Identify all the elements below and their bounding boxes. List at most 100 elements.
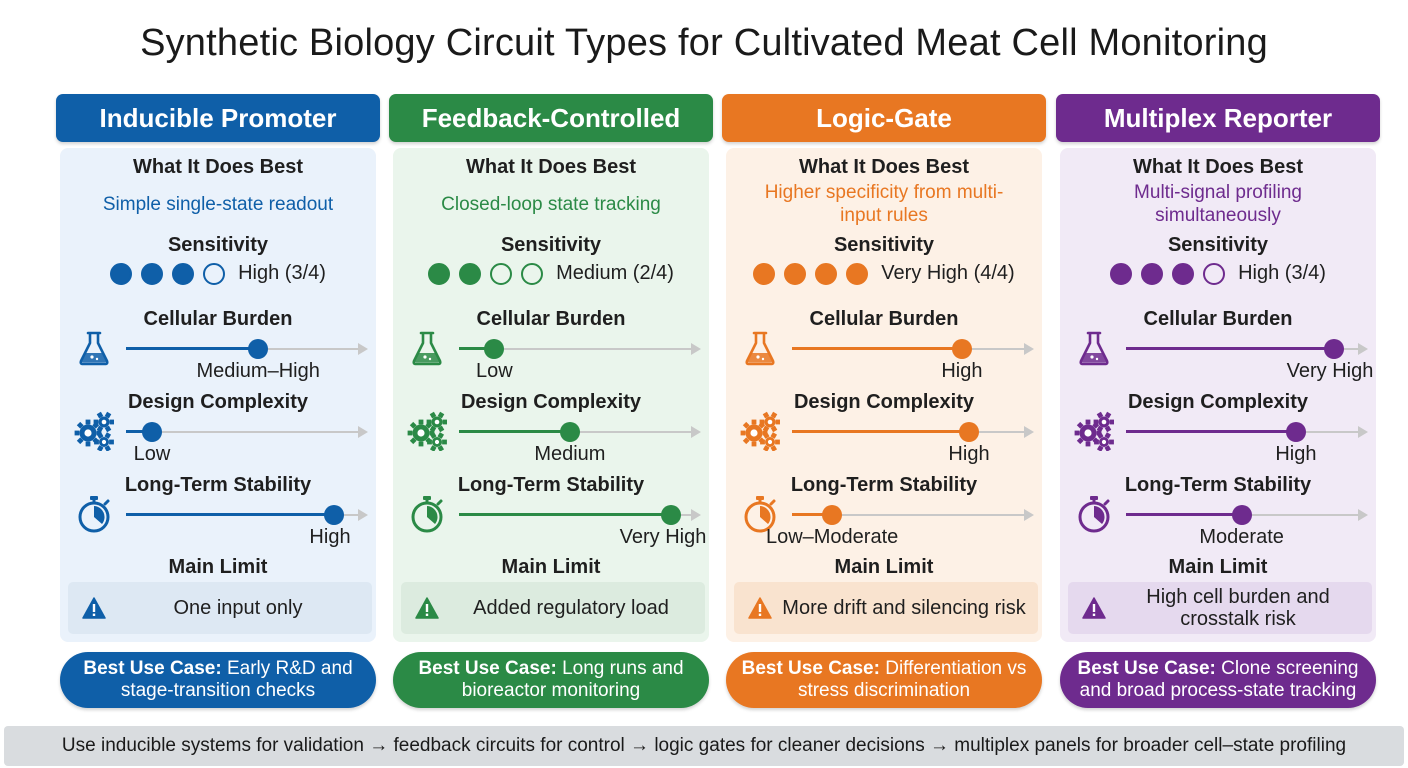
meter-fill <box>459 513 672 516</box>
sensitivity-dot-empty <box>490 262 513 285</box>
stability-meter <box>792 505 1034 525</box>
burden-meter <box>792 339 1034 359</box>
burden-value: Very High <box>1286 360 1374 382</box>
meter-arrow <box>1358 509 1368 521</box>
gears-icon <box>1074 411 1115 452</box>
meter-track <box>792 514 1028 516</box>
complexity-meter <box>459 422 701 442</box>
burden-label: Cellular Burden <box>809 308 959 330</box>
sensitivity-value: Very High (4/4) <box>881 262 1015 284</box>
sensitivity-value: Medium (2/4) <box>556 262 674 284</box>
warning-icon <box>1082 597 1106 619</box>
best-use-case: Best Use Case: Clone screening and broad… <box>1060 652 1376 708</box>
main-limit-label: Main Limit <box>834 556 934 578</box>
meter-arrow <box>1024 509 1034 521</box>
complexity-meter <box>126 422 368 442</box>
use-case-text: Best Use Case: Differentiation vs stress… <box>726 658 1042 702</box>
complexity-meter <box>1126 422 1368 442</box>
warning-icon <box>82 597 106 619</box>
use-case-value: Early R&D and stage-transition checks <box>120 658 353 701</box>
complexity-label: Design Complexity <box>460 391 642 413</box>
sensitivity-rating: High (3/4) <box>60 262 376 285</box>
flask-icon <box>407 328 447 368</box>
meter-knob <box>822 505 843 525</box>
meter-track <box>126 431 362 433</box>
sensitivity-dot-filled <box>815 262 838 285</box>
stability-value: Very High <box>619 526 707 548</box>
meter-fill <box>792 513 833 516</box>
flask-icon <box>74 328 114 368</box>
meter-knob <box>661 505 682 525</box>
meter-knob <box>323 505 344 525</box>
sensitivity-value: High (3/4) <box>1238 262 1326 284</box>
column-header: Multiplex Reporter <box>1056 94 1380 142</box>
complexity-value: Low <box>133 443 171 465</box>
main-limit-text: One input only <box>173 597 303 619</box>
burden-meter <box>1126 339 1368 359</box>
meter-knob <box>1231 505 1252 525</box>
flask-icon <box>740 328 780 368</box>
main-limit-text: Added regulatory load <box>473 597 669 619</box>
stability-meter <box>459 505 701 525</box>
column-header: Inducible Promoter <box>56 94 380 142</box>
column-header: Feedback-Controlled <box>389 94 713 142</box>
column-header: Logic-Gate <box>722 94 1046 142</box>
meter-knob <box>248 339 269 359</box>
meter-arrow <box>1358 343 1368 355</box>
complexity-label: Design Complexity <box>127 391 309 413</box>
meter-arrow <box>691 426 701 438</box>
sensitivity-value: High (3/4) <box>238 262 326 284</box>
burden-label: Cellular Burden <box>1143 308 1293 330</box>
complexity-value: High <box>948 443 990 465</box>
sensitivity-rating: High (3/4) <box>1060 262 1376 285</box>
stability-label: Long-Term Stability <box>1124 474 1312 496</box>
meter-fill <box>792 347 962 350</box>
circuit-column: Multiplex Reporter What It Does Best Multi… <box>1056 94 1380 714</box>
use-case-value: Differentiation vs stress discrimination <box>797 658 1027 701</box>
best-description-text: Closed-loop state tracking <box>441 193 661 215</box>
footer-guidance: Use inducible systems for validation → f… <box>4 726 1404 766</box>
main-limit-box: One input only <box>68 582 372 634</box>
sensitivity-dot-empty <box>203 262 226 285</box>
best-use-case: Best Use Case: Long runs and bioreactor … <box>393 652 709 708</box>
column-panel: What It Does Best Closed-loop state track… <box>393 148 709 642</box>
column-panel: What It Does Best Higher specificity from… <box>726 148 1042 642</box>
meter-track <box>459 348 695 350</box>
best-description-text: Simple single-state readout <box>102 193 334 215</box>
meter-knob <box>959 422 979 442</box>
meter-fill <box>126 347 259 350</box>
meter-knob <box>559 422 580 442</box>
sensitivity-dot-filled <box>753 262 776 285</box>
stopwatch-icon <box>74 494 114 534</box>
sensitivity-dot-filled <box>459 262 482 285</box>
stability-label: Long-Term Stability <box>457 474 645 496</box>
best-description: Higher specificity from multi-input rule… <box>726 180 1042 228</box>
best-description: Closed-loop state tracking <box>393 180 709 228</box>
sensitivity-dot-filled <box>141 262 164 285</box>
sensitivity-label: Sensitivity <box>500 234 602 256</box>
meter-knob <box>484 339 505 359</box>
complexity-label: Design Complexity <box>1127 391 1309 413</box>
main-limit-label: Main Limit <box>501 556 601 578</box>
burden-label: Cellular Burden <box>476 308 626 330</box>
best-description-text: Multi-signal profiling simultaneously <box>1134 182 1302 226</box>
burden-meter <box>126 339 368 359</box>
circuit-column: Feedback-Controlled What It Does Best Clos… <box>389 94 713 714</box>
sensitivity-rating: Very High (4/4) <box>726 262 1042 285</box>
best-description-text: Higher specificity from multi-input rule… <box>764 182 1004 226</box>
flask-icon <box>1074 328 1114 368</box>
circuit-columns: Inducible Promoter What It Does Best Simpl… <box>56 94 1380 714</box>
stopwatch-icon <box>1074 494 1114 534</box>
main-limit-label: Main Limit <box>1168 556 1268 578</box>
best-label: What It Does Best <box>798 156 970 178</box>
column-panel: What It Does Best Simple single-state rea… <box>60 148 376 642</box>
page-title: Synthetic Biology Circuit Types for Cult… <box>140 22 1268 64</box>
meter-arrow <box>358 343 368 355</box>
column-panel: What It Does Best Multi-signal profiling … <box>1060 148 1376 642</box>
meter-fill <box>1126 347 1334 350</box>
stability-value: High <box>309 526 351 548</box>
stability-value: Moderate <box>1199 526 1284 548</box>
sensitivity-dot-filled <box>172 262 195 285</box>
meter-fill <box>126 430 152 433</box>
gears-icon <box>74 411 115 452</box>
